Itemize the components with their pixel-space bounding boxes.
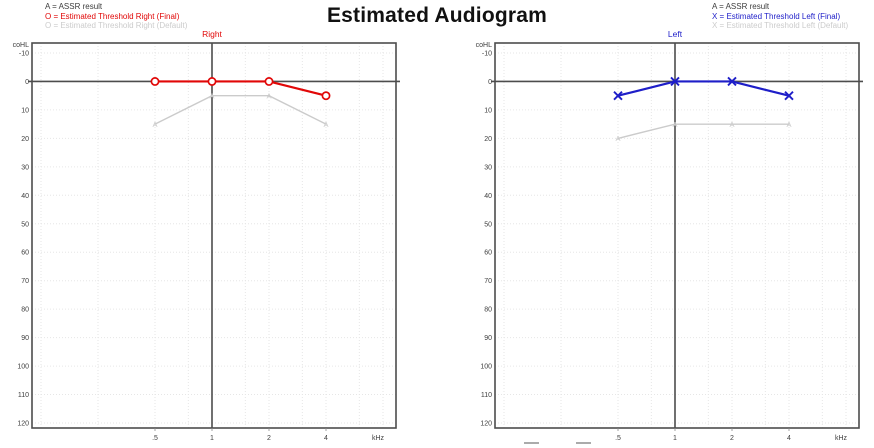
y-tick-label: 40 xyxy=(21,193,29,200)
right-ear-chart-title: Right xyxy=(202,29,222,39)
y-tick-label: 70 xyxy=(21,278,29,285)
x-axis-unit-label: kHz xyxy=(372,435,385,442)
threshold-marker-circle xyxy=(150,77,160,86)
threshold-marker-x xyxy=(784,91,794,101)
y-tick-label: 0 xyxy=(25,79,29,86)
threshold-line-default xyxy=(617,123,790,140)
threshold-marker-circle xyxy=(321,91,331,101)
legend-line: A = ASSR result xyxy=(712,2,770,11)
threshold-marker-x xyxy=(727,76,737,87)
assr-result-marker: A xyxy=(615,134,620,143)
x-tick-label: 2 xyxy=(267,435,271,442)
legend-left-ear: A = ASSR result X = Estimated Threshold L… xyxy=(712,2,848,31)
chart-border xyxy=(494,42,860,429)
y-axis-unit-label: coHL xyxy=(13,42,29,49)
y-tick-label: 100 xyxy=(480,364,492,371)
y-tick-label: 80 xyxy=(484,307,492,314)
assr-result-marker: A xyxy=(323,120,328,129)
y-tick-label: 90 xyxy=(21,335,29,342)
left-ear-audiogram-chart: -10 0 10 20 30 40 50 60 70 80 90 100 110 120 coHL .5 1 2 4… xyxy=(476,42,863,442)
x-tick-label: .5 xyxy=(152,435,158,442)
assr-result-marker: A xyxy=(266,91,271,100)
threshold-marker-circle xyxy=(207,77,217,86)
assr-result-marker: A xyxy=(152,120,157,129)
cropped-footer-text-fragment xyxy=(576,442,591,444)
threshold-line-final xyxy=(153,80,328,97)
threshold-marker-x xyxy=(670,76,680,87)
assr-result-marker: A xyxy=(209,91,214,100)
x-tick-label: 2 xyxy=(730,435,734,442)
x-tick-label: 1 xyxy=(673,435,677,442)
y-tick-label: 10 xyxy=(484,107,492,114)
legend-line: O = Estimated Threshold Right (Default) xyxy=(45,21,188,30)
y-tick-label: 110 xyxy=(481,392,492,399)
y-tick-label: 20 xyxy=(484,136,492,143)
page-title: Estimated Audiogram xyxy=(326,4,548,27)
legend-right-ear: A = ASSR result O = Estimated Threshold R… xyxy=(45,2,187,31)
threshold-marker-circle xyxy=(264,77,274,86)
y-tick-label: 50 xyxy=(484,221,492,228)
y-tick-label: 110 xyxy=(18,392,29,399)
y-tick-label: 20 xyxy=(21,136,29,143)
x-tick-label: 1 xyxy=(210,435,214,442)
y-tick-label: 90 xyxy=(484,335,492,342)
assr-result-marker: A xyxy=(672,120,677,129)
legend-line: X = Estimated Threshold Left (Final) xyxy=(712,11,841,21)
y-tick-label: 60 xyxy=(21,250,29,257)
legend-line: X = Estimated Threshold Left (Default) xyxy=(712,21,849,30)
y-tick-label: 30 xyxy=(484,164,492,171)
y-tick-label: 50 xyxy=(21,221,29,228)
y-tick-label: -10 xyxy=(482,51,492,58)
cropped-footer-text-fragment xyxy=(524,442,539,444)
assr-result-marker: A xyxy=(786,120,791,129)
threshold-line-final xyxy=(616,80,791,97)
y-tick-label: 0 xyxy=(488,79,492,86)
threshold-marker-x xyxy=(613,91,623,101)
y-tick-label: 40 xyxy=(484,193,492,200)
assr-result-marker: A xyxy=(729,120,734,129)
threshold-line-default xyxy=(154,94,327,125)
y-tick-label: 100 xyxy=(17,364,29,371)
y-tick-label: 70 xyxy=(484,278,492,285)
right-ear-audiogram-chart: -10 0 10 20 30 40 50 60 70 80 90 100 110 120 coHL .5 1 2 4… xyxy=(13,42,400,442)
y-tick-label: 10 xyxy=(21,107,29,114)
left-ear-chart-title: Left xyxy=(667,29,683,39)
y-tick-label: 30 xyxy=(21,164,29,171)
y-axis-unit-label: coHL xyxy=(476,42,492,49)
y-tick-label: 80 xyxy=(21,307,29,314)
x-axis-unit-label: kHz xyxy=(835,435,848,442)
chart-border xyxy=(31,42,397,429)
y-tick-label: 120 xyxy=(480,421,492,428)
y-tick-label: 120 xyxy=(17,421,29,428)
x-tick-label: .5 xyxy=(615,435,621,442)
y-tick-label: 60 xyxy=(484,250,492,257)
x-tick-label: 4 xyxy=(324,435,328,442)
y-tick-label: -10 xyxy=(19,51,29,58)
legend-line: O = Estimated Threshold Right (Final) xyxy=(45,11,180,21)
legend-line: A = ASSR result xyxy=(45,2,103,11)
x-tick-label: 4 xyxy=(787,435,791,442)
